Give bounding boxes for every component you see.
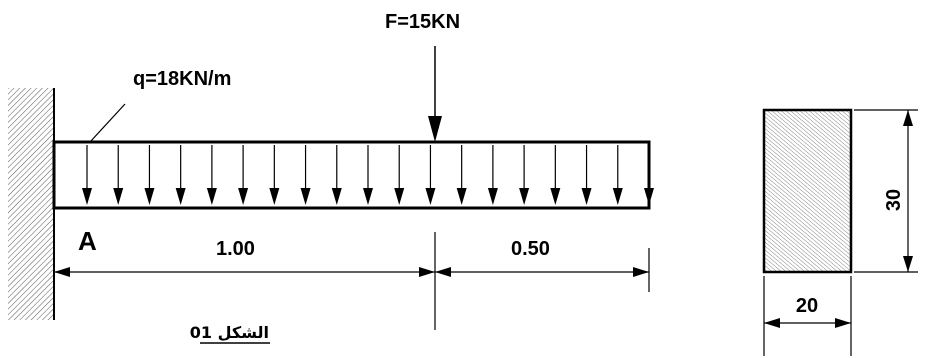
point-force-label: F=15KN [385,11,460,33]
distributed-load-arrow [206,145,217,205]
dimension-arrowheads [54,267,649,277]
figure-caption: الشكل 01 [190,323,269,342]
distributed-load-arrow [269,145,280,205]
span-1-length: 1.00 [216,238,255,260]
distributed-load-arrow [331,145,342,205]
distributed-load-arrow [238,145,249,205]
distributed-load-arrow [425,145,436,205]
section-width-arrow-left [764,318,780,328]
distributed-load-arrow [82,145,92,205]
distributed-load-leader [89,103,126,143]
span-2-length: 0.50 [511,238,550,260]
distributed-load-arrow [519,145,530,205]
section-height-arrow-top [903,110,913,126]
distributed-load-arrow [394,145,405,205]
support-point-label: A [78,226,97,256]
fixed-support-wall [8,88,54,320]
distributed-load-label: q=18KN/m [133,68,231,90]
beam [52,140,651,210]
distributed-load-arrow [612,145,623,205]
distributed-load-arrow [550,145,561,205]
section-width-label: 20 [796,295,818,317]
distributed-load-arrow [644,145,654,205]
cross-section [762,108,853,274]
section-height-label: 30 [883,189,905,211]
distributed-load-arrow [144,145,155,205]
distributed-load-arrow [363,145,373,205]
distributed-load-arrow [175,145,186,205]
section-width-arrow-right [835,318,851,328]
distributed-load-arrow [113,145,124,205]
section-height-arrow-bottom [903,256,913,272]
distributed-load-arrow [581,145,592,205]
distributed-load-arrow [487,145,498,205]
point-force-arrowhead [428,116,442,142]
distributed-load-arrows [82,145,654,205]
distributed-load-arrow [300,145,311,205]
distributed-load-arrow [456,145,467,205]
